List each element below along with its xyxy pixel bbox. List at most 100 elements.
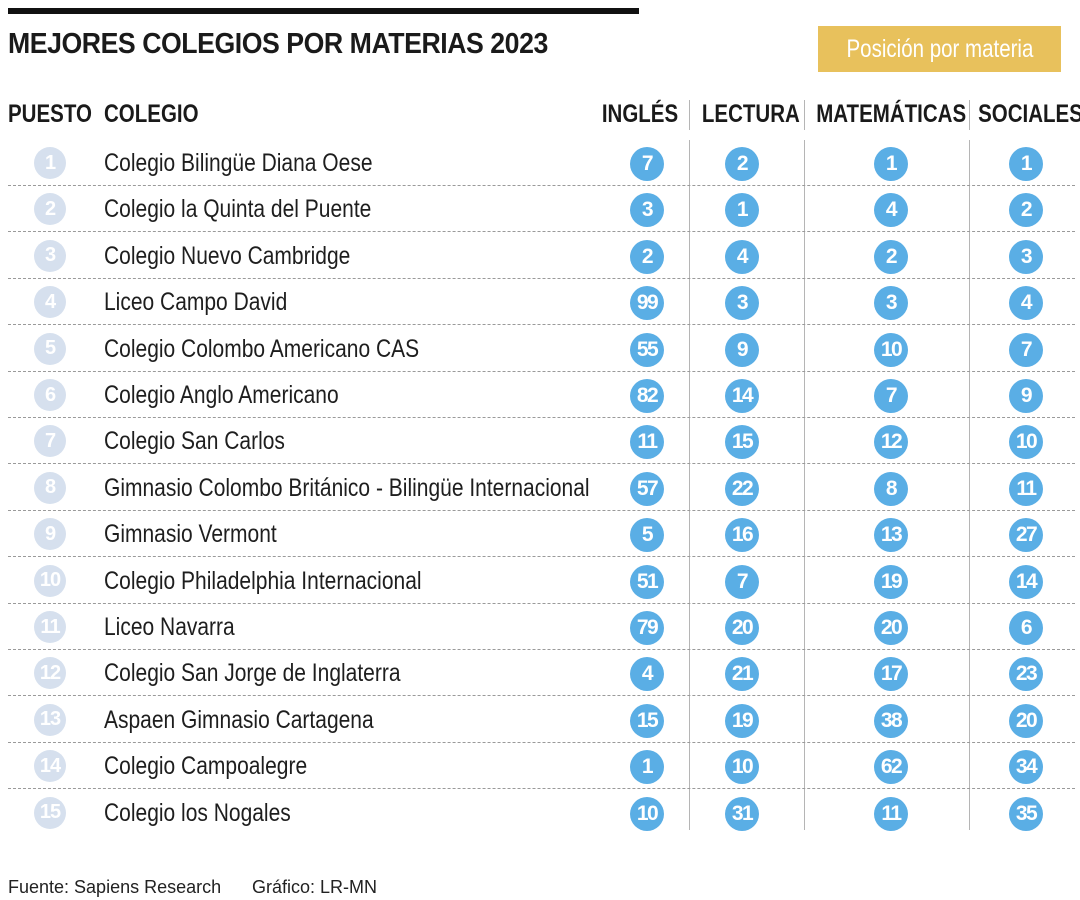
- rank-badge: 9: [34, 518, 66, 551]
- lectura-position: 4: [725, 239, 759, 274]
- matematicas-position: 3: [874, 286, 908, 321]
- column-divider: [804, 140, 805, 830]
- sociales-position: 3: [1009, 239, 1043, 274]
- rank-badge: 8: [34, 471, 66, 504]
- rank-badge: 4: [34, 286, 66, 319]
- row-separator: [8, 556, 1075, 558]
- lectura-position: 20: [725, 611, 759, 645]
- rank-badge: 2: [34, 193, 66, 226]
- sociales-position: 34: [1009, 750, 1043, 785]
- school-name: Colegio Nuevo Cambridge: [104, 241, 351, 270]
- header-sociales: SOCIALES: [978, 100, 1080, 128]
- matematicas-position: 7: [874, 379, 908, 413]
- ingles-position: 2: [630, 239, 664, 274]
- sociales-position: 20: [1009, 703, 1043, 738]
- sociales-position: 6: [1009, 611, 1043, 645]
- lectura-position: 7: [725, 564, 759, 599]
- rank-badge: 10: [34, 564, 66, 597]
- row-separator: [8, 370, 1075, 372]
- rank-badge: 5: [34, 332, 66, 365]
- table-row: 8 Gimnasio Colombo Británico - Bilingüe I…: [8, 465, 1075, 511]
- matematicas-position: 62: [874, 750, 908, 785]
- matematicas-position: 1: [874, 147, 908, 181]
- sociales-position: 7: [1009, 332, 1043, 367]
- ingles-position: 82: [630, 379, 664, 413]
- ingles-position: 3: [630, 193, 664, 228]
- header-rank: PUESTO: [8, 100, 92, 128]
- rank-badge: 1: [34, 147, 66, 179]
- footer-credit: Gráfico: LR-MN: [252, 877, 378, 897]
- table-row: 6 Colegio Anglo Americano 82 14 7 9: [8, 372, 1075, 418]
- matematicas-position: 10: [874, 332, 908, 367]
- header-divider: [969, 100, 970, 130]
- ingles-position: 51: [630, 564, 664, 599]
- sociales-position: 1: [1009, 147, 1043, 181]
- school-name: Colegio Campoalegre: [104, 752, 308, 781]
- school-name: Colegio Philadelphia Internacional: [104, 566, 422, 595]
- row-separator: [8, 509, 1075, 511]
- rank-badge: 15: [34, 796, 66, 829]
- sociales-position: 27: [1009, 518, 1043, 553]
- lectura-position: 14: [725, 379, 759, 413]
- row-separator: [8, 463, 1075, 465]
- lectura-position: 22: [725, 471, 759, 506]
- header-divider: [689, 100, 690, 130]
- ingles-position: 11: [630, 425, 664, 460]
- matematicas-position: 13: [874, 518, 908, 553]
- footer-source: Fuente: Sapiens Research: [8, 877, 222, 897]
- table-row: 13 Aspaen Gimnasio Cartagena 15 19 38 20: [8, 697, 1075, 743]
- school-name: Gimnasio Colombo Británico - Bilingüe In…: [104, 473, 590, 502]
- school-name: Colegio la Quinta del Puente: [104, 195, 372, 224]
- school-name: Colegio San Jorge de Inglaterra: [104, 659, 401, 688]
- matematicas-position: 12: [874, 425, 908, 460]
- rank-badge: 6: [34, 379, 66, 411]
- header-lectura: LECTURA: [701, 100, 800, 128]
- rank-badge: 12: [34, 657, 66, 690]
- column-divider: [689, 140, 690, 830]
- matematicas-position: 20: [874, 611, 908, 645]
- sociales-position: 10: [1009, 425, 1043, 460]
- matematicas-position: 8: [874, 471, 908, 506]
- lectura-position: 10: [725, 750, 759, 785]
- row-separator: [8, 695, 1075, 697]
- lectura-position: 19: [725, 703, 759, 738]
- ingles-position: 57: [630, 471, 664, 506]
- school-name: Liceo Campo David: [104, 288, 288, 317]
- school-name: Colegio Bilingüe Diana Oese: [104, 149, 373, 177]
- row-separator: [8, 324, 1075, 326]
- sociales-position: 23: [1009, 657, 1043, 692]
- rank-badge: 13: [34, 703, 66, 736]
- rank-badge: 7: [34, 425, 66, 458]
- table-row: 7 Colegio San Carlos 11 15 12 10: [8, 418, 1075, 465]
- header-divider: [804, 100, 805, 130]
- ingles-position: 15: [630, 703, 664, 738]
- ingles-position: 10: [630, 796, 664, 831]
- sociales-position: 2: [1009, 193, 1043, 228]
- table-row: 12 Colegio San Jorge de Inglaterra 4 21 17 23: [8, 650, 1075, 697]
- ingles-position: 99: [630, 286, 664, 321]
- ingles-position: 1: [630, 750, 664, 785]
- school-name: Colegio los Nogales: [104, 798, 291, 827]
- rank-badge: 11: [34, 611, 66, 643]
- row-separator: [8, 649, 1075, 650]
- table-row: 11 Liceo Navarra 79 20 20 6: [8, 604, 1075, 650]
- sociales-position: 4: [1009, 286, 1043, 321]
- row-separator: [8, 788, 1075, 790]
- lectura-position: 2: [725, 147, 759, 181]
- school-name: Colegio San Carlos: [104, 427, 285, 456]
- matematicas-position: 19: [874, 564, 908, 599]
- table-row: 14 Colegio Campoalegre 1 10 62 34: [8, 743, 1075, 790]
- lectura-position: 9: [725, 332, 759, 367]
- row-separator: [8, 741, 1075, 743]
- matematicas-position: 17: [874, 657, 908, 692]
- header-ingles: INGLÉS: [601, 100, 679, 128]
- row-separator: [8, 277, 1075, 279]
- table-row: 3 Colegio Nuevo Cambridge 2 4 2 3: [8, 233, 1075, 279]
- ingles-position: 55: [630, 332, 664, 367]
- table-row: 10 Colegio Philadelphia Internacional 51 7 1…: [8, 558, 1075, 604]
- top-rule: [8, 8, 639, 14]
- table-row: 9 Gimnasio Vermont 5 16 13 27: [8, 511, 1075, 558]
- ingles-position: 5: [630, 518, 664, 553]
- school-name: Colegio Colombo Americano CAS: [104, 334, 420, 363]
- school-name: Colegio Anglo Americano: [104, 381, 339, 409]
